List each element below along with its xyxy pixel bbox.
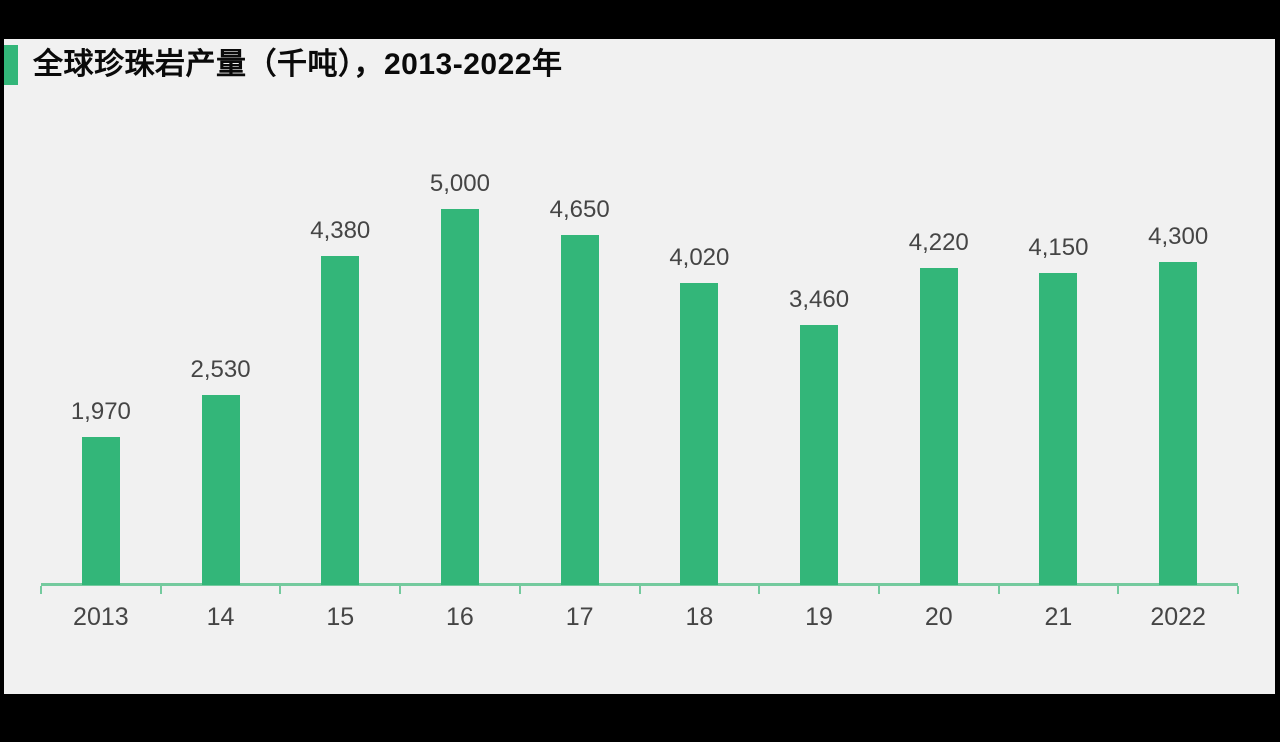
bar-value-label: 4,650 xyxy=(549,196,610,223)
x-axis-tick xyxy=(998,586,1000,594)
x-axis-label: 15 xyxy=(326,603,355,631)
x-axis-label: 21 xyxy=(1044,603,1073,631)
bar xyxy=(680,283,719,585)
bar-value-label: 4,300 xyxy=(1148,223,1209,250)
x-axis-tick xyxy=(160,586,162,594)
x-axis-tick xyxy=(399,586,401,594)
chart-title: 全球珍珠岩产量（千吨），2013-2022年 xyxy=(33,48,563,81)
x-axis-label: 14 xyxy=(206,603,235,631)
bar-value-label: 5,000 xyxy=(429,170,490,197)
bar xyxy=(1039,273,1078,585)
x-axis-tick xyxy=(40,586,42,594)
bar xyxy=(560,235,599,585)
bar xyxy=(1159,262,1198,585)
bar xyxy=(919,268,958,585)
bar xyxy=(800,325,839,585)
bar-chart: 1,970 2013 2,530 14 4,380 15 5,000 16 4,650 17 4,0… xyxy=(40,171,1239,631)
bar xyxy=(440,209,479,585)
bar-value-label: 4,220 xyxy=(908,229,969,256)
x-axis-label: 16 xyxy=(446,603,474,631)
bar-value-label: 4,380 xyxy=(310,217,371,244)
x-axis-label: 2013 xyxy=(73,603,129,631)
bar xyxy=(321,256,360,585)
x-axis-label: 17 xyxy=(565,603,594,631)
x-axis-tick xyxy=(758,586,760,594)
chart-header: 全球珍珠岩产量（千吨），2013-2022年 xyxy=(4,45,1275,85)
bar-value-label: 4,150 xyxy=(1028,234,1089,261)
bar-value-label: 4,020 xyxy=(669,244,730,271)
x-axis-tick xyxy=(1237,586,1239,594)
x-axis-label: 19 xyxy=(805,603,833,631)
x-axis-label: 20 xyxy=(924,603,953,631)
title-accent-bar xyxy=(4,45,18,85)
x-axis-tick xyxy=(639,586,641,594)
bar-value-label: 2,530 xyxy=(190,356,251,383)
x-axis-line xyxy=(41,583,1238,586)
chart-panel: 全球珍珠岩产量（千吨），2013-2022年 1,970 2013 2,530 14 4… xyxy=(4,39,1275,694)
bar xyxy=(201,395,240,585)
bar-value-label: 1,970 xyxy=(70,398,131,425)
x-axis-tick xyxy=(279,586,281,594)
x-axis-label: 2022 xyxy=(1150,603,1206,631)
x-axis-tick xyxy=(878,586,880,594)
bar xyxy=(81,437,120,585)
x-axis-tick xyxy=(1117,586,1119,594)
x-axis-label: 18 xyxy=(685,603,714,631)
bar-value-label: 3,460 xyxy=(789,286,850,313)
x-axis-tick xyxy=(519,586,521,594)
